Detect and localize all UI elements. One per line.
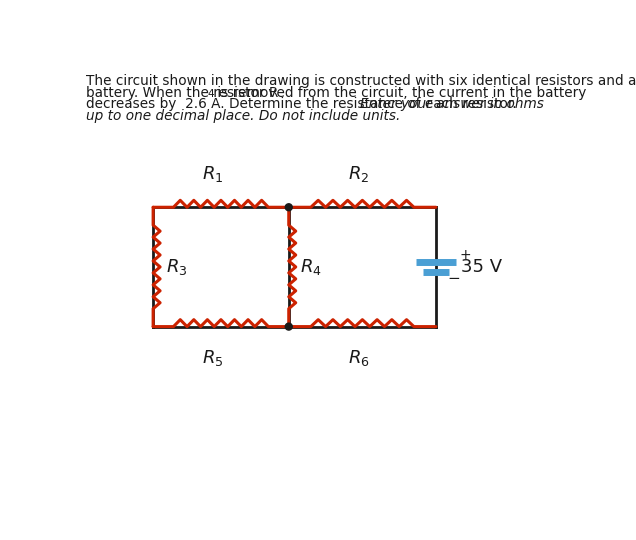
Text: Enter your answer in ohms: Enter your answer in ohms [360,97,544,111]
Circle shape [286,204,292,211]
Text: +: + [459,248,471,262]
Text: $R_2$: $R_2$ [348,164,369,184]
Text: 4: 4 [207,89,214,99]
Text: decreases by  2.6 A. Determine the resistance of each resistor.: decreases by 2.6 A. Determine the resist… [86,97,521,111]
Text: $R_6$: $R_6$ [348,348,370,368]
Circle shape [286,323,292,330]
Text: $R_1$: $R_1$ [202,164,224,184]
Text: 35 V: 35 V [461,258,502,276]
Text: $R_3$: $R_3$ [165,257,187,277]
Text: $R_4$: $R_4$ [300,257,321,277]
Text: battery. When the resistor R: battery. When the resistor R [86,85,278,99]
Text: The circuit shown in the drawing is constructed with six identical resistors and: The circuit shown in the drawing is cons… [86,74,636,88]
Text: is removed from the circuit, the current in the battery: is removed from the circuit, the current… [213,85,586,99]
Text: −: − [448,271,460,286]
Text: up to one decimal place. Do not include units.: up to one decimal place. Do not include … [86,109,400,123]
Text: $R_5$: $R_5$ [202,348,224,368]
